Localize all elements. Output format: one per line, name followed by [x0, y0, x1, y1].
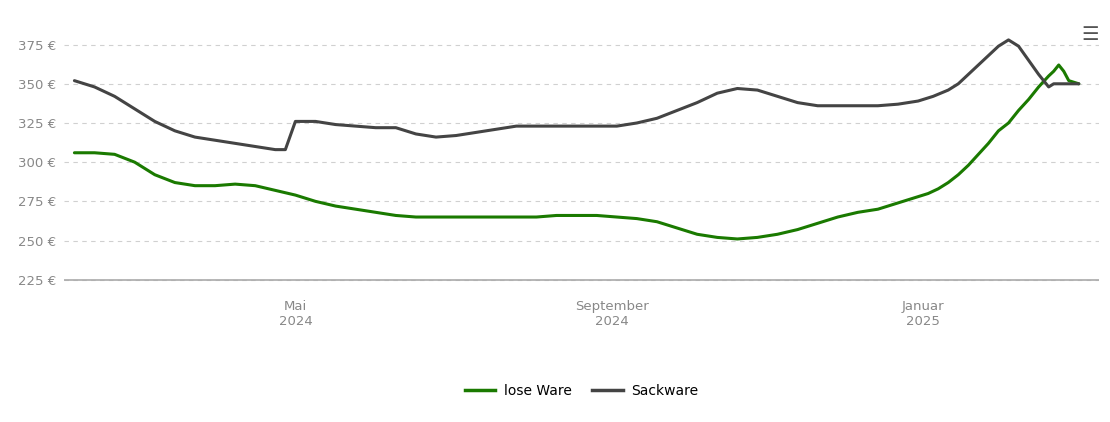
- Legend: lose Ware, Sackware: lose Ware, Sackware: [460, 379, 704, 404]
- Text: ☰: ☰: [1081, 25, 1099, 44]
